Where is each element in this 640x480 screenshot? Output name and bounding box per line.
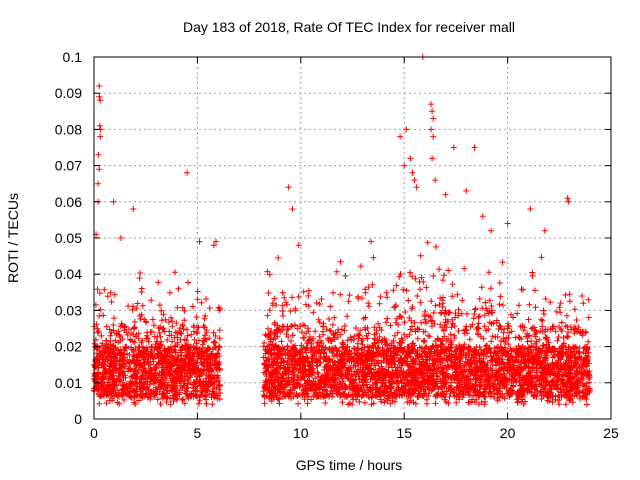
y-tick-label: 0.03 bbox=[55, 302, 82, 318]
y-tick-label: 0.07 bbox=[55, 158, 82, 174]
y-tick-label: 0.1 bbox=[63, 49, 83, 65]
y-tick-label: 0.06 bbox=[55, 194, 82, 210]
data-points bbox=[91, 54, 594, 408]
y-tick-label: 0 bbox=[74, 411, 82, 427]
x-tick-labels: 0 5 10 15 20 25 bbox=[90, 425, 619, 441]
chart-title: Day 183 of 2018, Rate Of TEC Index for r… bbox=[183, 19, 515, 35]
y-tick-label: 0.04 bbox=[55, 266, 82, 282]
roti-point-markers bbox=[91, 54, 594, 408]
x-tick-label: 0 bbox=[90, 425, 98, 441]
x-tick-label: 10 bbox=[293, 425, 309, 441]
y-tick-label: 0.02 bbox=[55, 339, 82, 355]
y-tick-labels: 0 0.01 0.02 0.03 0.04 0.05 0.06 0.07 0.08 0.09 0.1 bbox=[55, 49, 82, 427]
x-tick-label: 15 bbox=[396, 425, 412, 441]
y-tick-label: 0.08 bbox=[55, 121, 82, 137]
x-tick-label: 5 bbox=[194, 425, 202, 441]
y-axis-label: ROTI / TECUs bbox=[5, 193, 21, 283]
y-tick-label: 0.01 bbox=[55, 375, 82, 391]
axis-ticks bbox=[93, 56, 612, 420]
x-tick-label: 25 bbox=[603, 425, 619, 441]
y-tick-label: 0.09 bbox=[55, 85, 82, 101]
x-axis-label: GPS time / hours bbox=[296, 457, 403, 473]
x-tick-label: 20 bbox=[500, 425, 516, 441]
y-tick-label: 0.05 bbox=[55, 230, 82, 246]
